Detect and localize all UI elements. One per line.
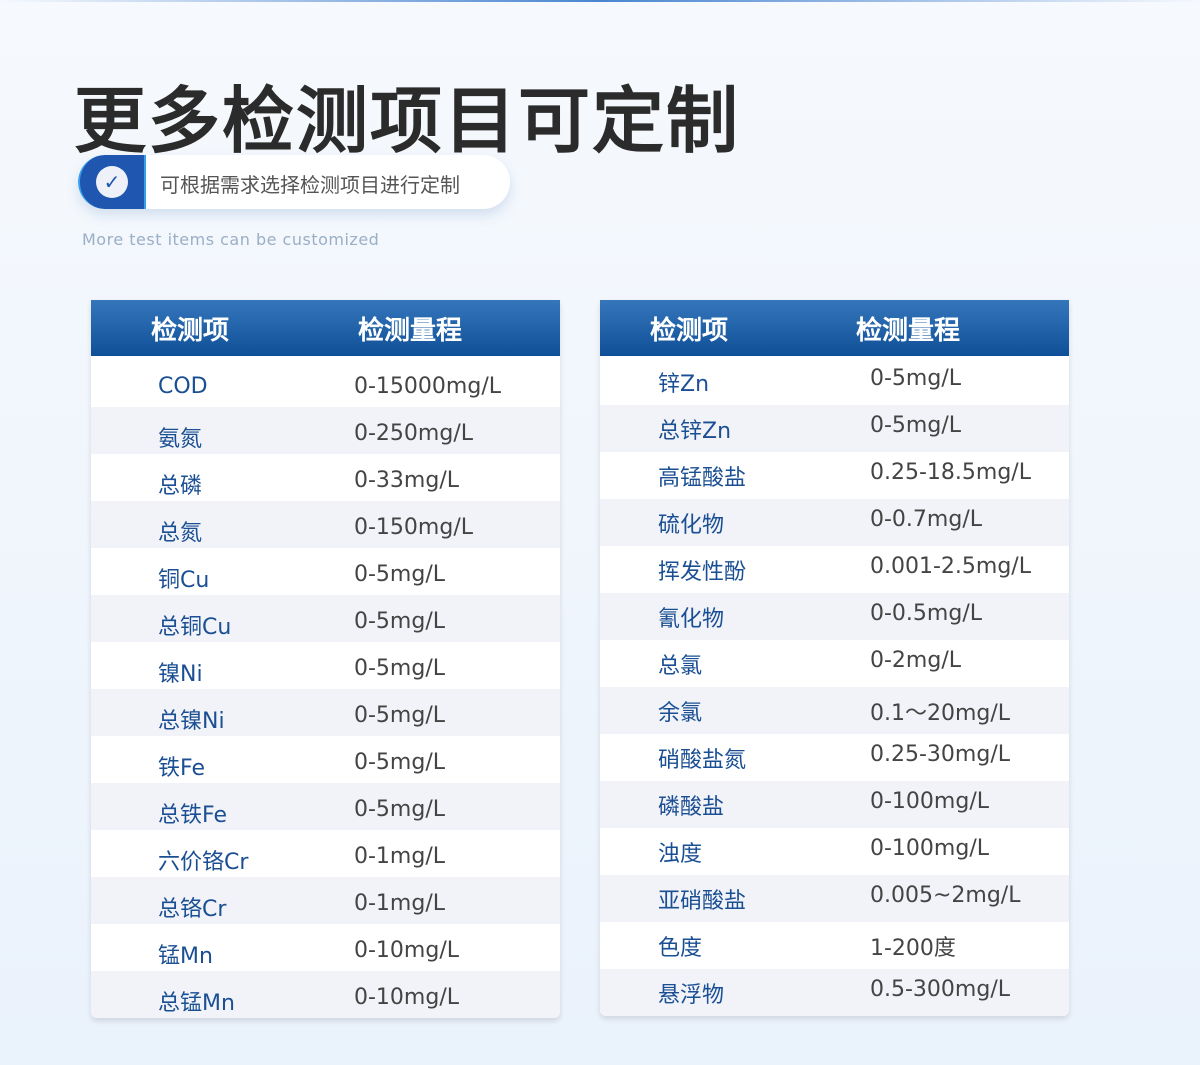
item-range: 0-15000mg/L	[354, 374, 501, 399]
item-name: 硫化物	[658, 513, 725, 538]
item-range: 0.5-300mg/L	[870, 977, 1010, 1002]
table-row: 六价铬Cr 0-1mg/L	[91, 830, 560, 877]
item-range: 0.005~2mg/L	[870, 883, 1021, 908]
table-row: 总锌Zn 0-5mg/L	[600, 405, 1069, 452]
table-row: 总锰Mn 0-10mg/L	[91, 971, 560, 1018]
item-name: 总铁Fe	[158, 803, 227, 828]
item-range: 0-5mg/L	[354, 703, 445, 728]
item-name: COD	[158, 374, 208, 399]
item-range: 0-2mg/L	[870, 648, 961, 673]
table-row: 硝酸盐氮 0.25-30mg/L	[600, 734, 1069, 781]
check-circle-icon: ✓	[96, 166, 128, 198]
item-name: 余氯	[658, 701, 703, 726]
item-name: 亚硝酸盐	[658, 889, 747, 914]
item-range: 0-5mg/L	[354, 609, 445, 634]
table-row: 总铬Cr 0-1mg/L	[91, 877, 560, 924]
table-row: 浊度 0-100mg/L	[600, 828, 1069, 875]
table-row: 镍Ni 0-5mg/L	[91, 642, 560, 689]
table-row: 高锰酸盐 0.25-18.5mg/L	[600, 452, 1069, 499]
left-table: 检测项 检测量程 COD 0-15000mg/L 氨氮 0-250mg/L 总磷 0-33…	[91, 300, 560, 1018]
item-range: 0-5mg/L	[354, 797, 445, 822]
item-range: 0-0.5mg/L	[870, 601, 982, 626]
subtitle: 可根据需求选择检测项目进行定制	[160, 173, 460, 197]
item-range: 0-250mg/L	[354, 421, 473, 446]
item-range: 0-5mg/L	[870, 413, 961, 438]
table-row: 总氮 0-150mg/L	[91, 501, 560, 548]
table-row: 硫化物 0-0.7mg/L	[600, 499, 1069, 546]
item-name: 铜Cu	[158, 568, 210, 593]
item-range: 0-5mg/L	[354, 656, 445, 681]
table-row: 铜Cu 0-5mg/L	[91, 548, 560, 595]
item-range: 0-10mg/L	[354, 938, 459, 963]
badge: ✓	[78, 155, 146, 209]
table-row: 总磷 0-33mg/L	[91, 454, 560, 501]
table-row: 色度 1-200度	[600, 922, 1069, 969]
item-range: 0-5mg/L	[870, 366, 961, 391]
item-range: 0.25-18.5mg/L	[870, 460, 1031, 485]
item-range: 0-100mg/L	[870, 789, 989, 814]
item-name: 锰Mn	[158, 944, 213, 969]
table-row: 氰化物 0-0.5mg/L	[600, 593, 1069, 640]
top-divider	[0, 0, 1200, 2]
table-row: 总氯 0-2mg/L	[600, 640, 1069, 687]
item-range: 0-5mg/L	[354, 562, 445, 587]
item-range: 0-33mg/L	[354, 468, 459, 493]
item-name: 总锌Zn	[658, 419, 732, 444]
item-name: 色度	[658, 936, 703, 961]
item-range: 0-10mg/L	[354, 985, 459, 1010]
item-name: 镍Ni	[158, 662, 203, 687]
item-range: 0-1mg/L	[354, 891, 445, 916]
item-range: 0-1mg/L	[354, 844, 445, 869]
table-row: 氨氮 0-250mg/L	[91, 407, 560, 454]
table-row: 铁Fe 0-5mg/L	[91, 736, 560, 783]
table-row: 磷酸盐 0-100mg/L	[600, 781, 1069, 828]
page-title: 更多检测项目可定制	[74, 78, 741, 163]
item-name: 总锰Mn	[158, 991, 235, 1016]
item-range: 0-150mg/L	[354, 515, 473, 540]
item-name: 氰化物	[658, 607, 725, 632]
header-range: 检测量程	[358, 316, 463, 346]
item-name: 浊度	[658, 842, 703, 867]
item-name: 铁Fe	[158, 756, 205, 781]
item-name: 悬浮物	[658, 983, 725, 1008]
item-name: 六价铬Cr	[158, 850, 249, 875]
item-range: 0-100mg/L	[870, 836, 989, 861]
table-row: 锌Zn 0-5mg/L	[600, 358, 1069, 405]
header-item: 检测项	[151, 316, 230, 346]
header-range: 检测量程	[856, 316, 961, 346]
table-row: 挥发性酚 0.001-2.5mg/L	[600, 546, 1069, 593]
table-row: 悬浮物 0.5-300mg/L	[600, 969, 1069, 1016]
item-name: 磷酸盐	[658, 795, 725, 820]
item-name: 高锰酸盐	[658, 466, 747, 491]
table-row: 锰Mn 0-10mg/L	[91, 924, 560, 971]
item-range: 0.001-2.5mg/L	[870, 554, 1031, 579]
item-range: 0-0.7mg/L	[870, 507, 982, 532]
item-name: 硝酸盐氮	[658, 748, 747, 773]
item-range: 1-200度	[870, 936, 956, 961]
table-row: 总铁Fe 0-5mg/L	[91, 783, 560, 830]
item-name: 总铜Cu	[158, 615, 232, 640]
item-name: 总铬Cr	[158, 897, 227, 922]
item-range: 0.25-30mg/L	[870, 742, 1010, 767]
right-table: 检测项 检测量程 锌Zn 0-5mg/L 总锌Zn 0-5mg/L 高锰酸盐 0.25-1…	[600, 300, 1069, 1016]
item-range: 0.1～20mg/L	[870, 701, 1011, 726]
table-row: 总镍Ni 0-5mg/L	[91, 689, 560, 736]
item-name: 总磷	[158, 474, 203, 499]
item-name: 总氯	[658, 654, 703, 679]
english-subtitle: More test items can be customized	[82, 230, 380, 249]
table-row: 总铜Cu 0-5mg/L	[91, 595, 560, 642]
table-row: 余氯 0.1～20mg/L	[600, 687, 1069, 734]
item-name: 总镍Ni	[158, 709, 225, 734]
table-row: 亚硝酸盐 0.005~2mg/L	[600, 875, 1069, 922]
item-range: 0-5mg/L	[354, 750, 445, 775]
table-header: 检测项 检测量程	[600, 300, 1069, 356]
table-row: COD 0-15000mg/L	[91, 360, 560, 407]
table-header: 检测项 检测量程	[91, 300, 560, 356]
subtitle-pill: ✓ 可根据需求选择检测项目进行定制	[78, 155, 510, 209]
item-name: 氨氮	[158, 427, 203, 452]
header-item: 检测项	[650, 316, 729, 346]
item-name: 总氮	[158, 521, 203, 546]
item-name: 挥发性酚	[658, 560, 747, 585]
item-name: 锌Zn	[658, 372, 710, 397]
